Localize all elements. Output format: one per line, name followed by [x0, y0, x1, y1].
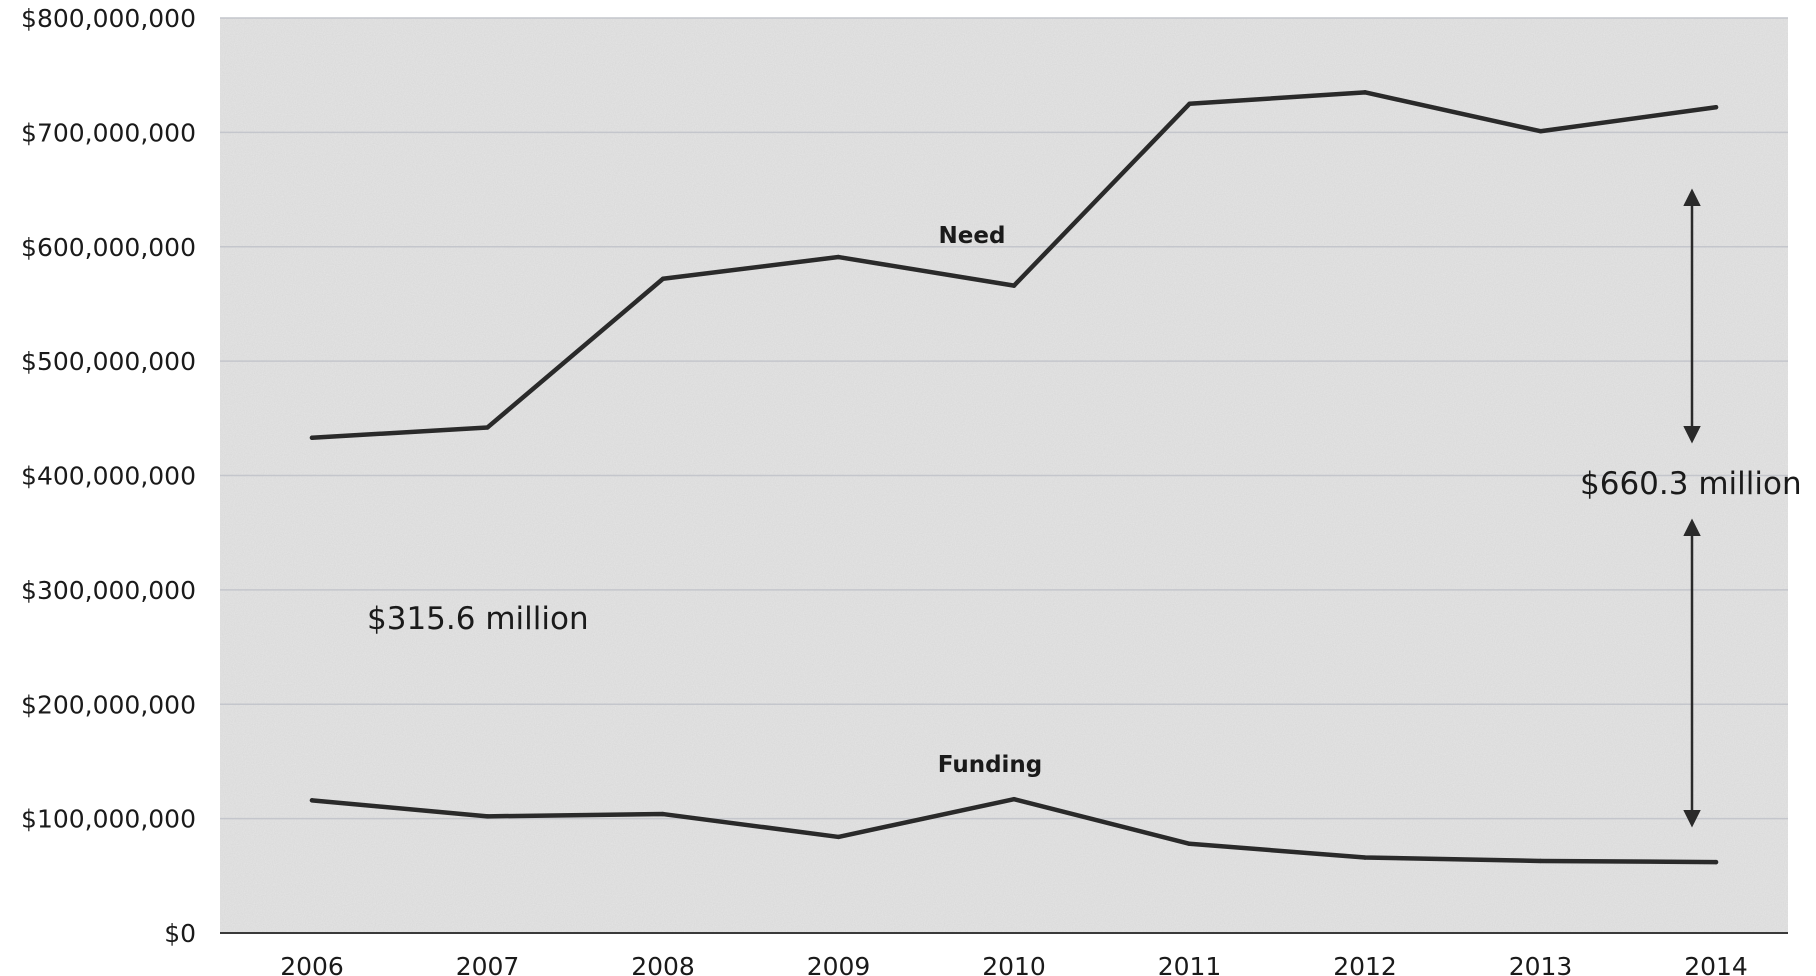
- data-point-funding: [485, 814, 490, 819]
- data-point-funding: [1362, 855, 1368, 860]
- axes: $0 $100,000,000 $200,000,000 $300,000,000 $4…: [21, 4, 1788, 976]
- annotation-2006-gap: $315.6 million: [367, 601, 589, 637]
- data-point-funding: [309, 798, 315, 803]
- annotation-2014-gap: $660.3 million: [1580, 466, 1802, 502]
- data-point-funding: [1713, 859, 1719, 865]
- y-tick-label: $400,000,000: [21, 462, 196, 491]
- x-tick-label: 2008: [631, 952, 695, 976]
- data-point-need: [309, 435, 315, 440]
- y-tick-label: $600,000,000: [21, 233, 196, 262]
- x-tick-label: 2007: [456, 952, 520, 976]
- y-tick-label: $300,000,000: [21, 576, 196, 605]
- data-point-need: [1713, 105, 1719, 110]
- data-point-funding: [836, 834, 841, 840]
- x-tick-label: 2010: [982, 952, 1046, 976]
- y-tick-label: $800,000,000: [21, 4, 196, 33]
- data-point-funding: [1538, 858, 1543, 864]
- x-tick-label: 2012: [1333, 952, 1397, 976]
- y-tick-label: $0: [164, 919, 196, 948]
- series-label-need: Need: [939, 223, 1006, 249]
- data-point-need: [1011, 283, 1017, 288]
- x-tick-label: 2013: [1509, 952, 1573, 976]
- x-tick-label: 2011: [1158, 952, 1222, 976]
- y-tick-label: $700,000,000: [21, 118, 196, 147]
- gridlines: [220, 17, 1788, 820]
- y-tick-label: $200,000,000: [21, 690, 196, 719]
- data-point-need: [485, 425, 490, 430]
- data-point-need: [660, 276, 666, 281]
- data-point-need: [836, 254, 841, 260]
- x-tick-label: 2009: [807, 952, 871, 976]
- data-point-funding: [1187, 841, 1192, 846]
- data-point-funding: [660, 811, 666, 817]
- series-lines: [309, 90, 1719, 865]
- x-tick-label: 2014: [1684, 952, 1748, 976]
- data-point-need: [1538, 129, 1543, 134]
- data-point-need: [1187, 101, 1192, 106]
- data-point-need: [1362, 90, 1368, 95]
- y-tick-label: $100,000,000: [21, 805, 196, 834]
- y-tick-label: $500,000,000: [21, 347, 196, 376]
- x-tick-label: 2006: [280, 952, 344, 976]
- series-label-funding: Funding: [938, 752, 1043, 778]
- data-point-funding: [1011, 796, 1017, 802]
